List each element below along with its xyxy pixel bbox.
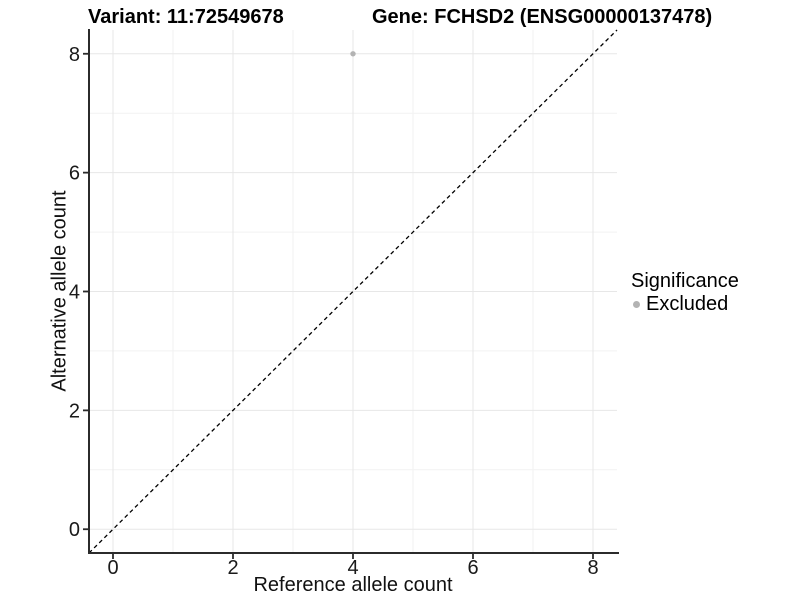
y-tick-label: 6	[69, 163, 80, 185]
legend-point-icon	[633, 300, 640, 308]
y-tick-label: 4	[69, 282, 80, 304]
legend-item-label: Excluded	[646, 293, 729, 315]
x-tick-label: 8	[587, 557, 598, 579]
gene-title: Gene: FCHSD2 (ENSG00000137478)	[372, 6, 713, 28]
x-tick-label: 2	[227, 557, 238, 579]
y-tick-label: 8	[69, 44, 80, 66]
x-tick-label: 4	[347, 557, 358, 579]
y-tick-label: 2	[69, 400, 80, 422]
variant-title: Variant: 11:72549678	[88, 6, 284, 28]
legend-item: Excluded	[633, 293, 739, 315]
y-axis-title: Alternative allele count	[48, 190, 71, 392]
x-tick-label: 0	[107, 557, 118, 579]
x-tick-label: 6	[467, 557, 478, 579]
identity-dashed-line	[88, 29, 618, 554]
legend: Significance Excluded	[631, 270, 739, 315]
x-axis-title: Reference allele count	[253, 574, 453, 596]
y-tick-label: 0	[69, 519, 80, 541]
legend-title: Significance	[631, 270, 739, 292]
data-point	[350, 51, 356, 57]
